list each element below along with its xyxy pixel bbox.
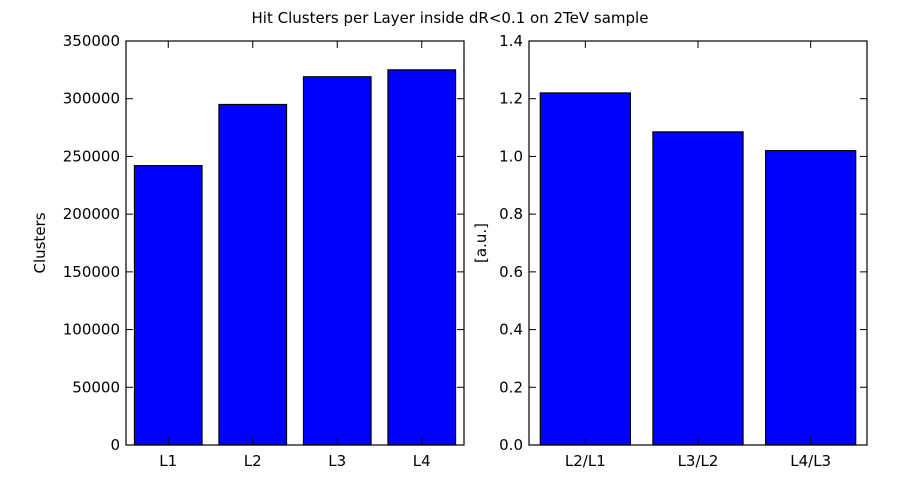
bar-l3-l2 [652,131,744,446]
y-tick-label: 50000 [72,378,120,396]
left-panel-clusters: 0 50000 100000 150000 200000 250000 300000 3500… [31,32,465,470]
y-tick-label: 0 [110,436,120,454]
bar-l2 [218,103,288,446]
figure-title: Hit Clusters per Layer inside dR<0.1 on … [252,9,649,27]
x-tick-label: L1 [159,452,177,470]
y-axis-label: [a.u.] [472,223,490,263]
bar-l4 [387,69,457,446]
y-tick-label: 300000 [63,90,120,108]
y-axis-label: Clusters [31,212,49,273]
y-tick-label: 0.6 [499,263,523,281]
y-tick-label: 350000 [63,32,120,50]
x-tick-label: L2 [244,452,262,470]
x-tick-label: L4 [413,452,431,470]
y-tick-label: 0.4 [499,321,523,339]
x-tick-label: L3 [328,452,346,470]
y-tick-label: 0.0 [499,436,523,454]
bar-l1 [133,165,203,446]
right-panel-ratios: 0.0 0.2 0.4 0.6 0.8 1.0 1.2 1.4 L2/L1 L3/L2 L4/L3 [… [472,32,868,470]
axes-frame [125,40,465,446]
y-tick-label: 1.4 [499,32,523,50]
y-tick-label: 1.2 [499,90,523,108]
x-tick-label: L4/L3 [790,452,831,470]
y-tick-label: 0.8 [499,205,523,223]
y-tick-label: 150000 [63,263,120,281]
y-tick-label: 200000 [63,205,120,223]
y-tick-label: 250000 [63,147,120,165]
y-tick-label: 1.0 [499,147,523,165]
bar-l2-l1 [539,92,631,446]
x-tick-label: L2/L1 [565,452,606,470]
y-tick-label: 0.2 [499,378,523,396]
bar-l4-l3 [764,150,857,446]
y-tick-label: 100000 [63,321,120,339]
x-tick-label: L3/L2 [678,452,719,470]
bar-l3 [302,76,372,446]
